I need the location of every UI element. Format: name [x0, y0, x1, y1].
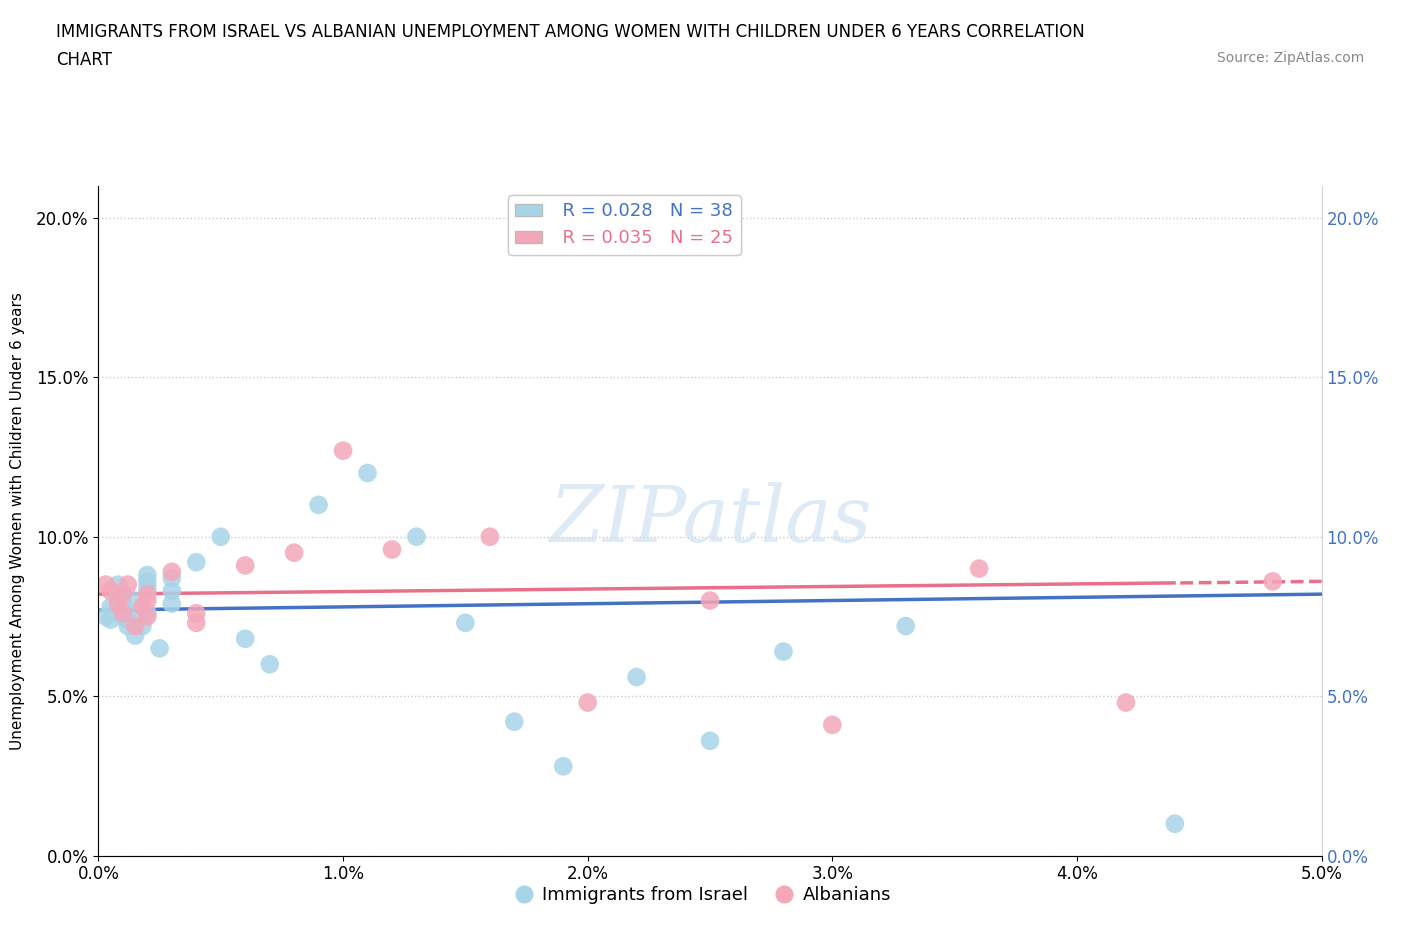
Point — [186, 616, 208, 631]
Point — [136, 574, 159, 589]
Y-axis label: Unemployment Among Women with Children Under 6 years: Unemployment Among Women with Children U… — [10, 292, 25, 750]
Text: CHART: CHART — [56, 51, 112, 69]
Point — [117, 618, 139, 633]
Point — [131, 618, 153, 633]
Point — [136, 580, 159, 595]
Point — [233, 631, 256, 646]
Point — [1261, 574, 1284, 589]
Text: IMMIGRANTS FROM ISRAEL VS ALBANIAN UNEMPLOYMENT AMONG WOMEN WITH CHILDREN UNDER : IMMIGRANTS FROM ISRAEL VS ALBANIAN UNEMP… — [56, 23, 1085, 41]
Point — [94, 578, 117, 592]
Point — [160, 565, 183, 579]
Text: Source: ZipAtlas.com: Source: ZipAtlas.com — [1216, 51, 1364, 65]
Point — [160, 571, 183, 586]
Point — [136, 609, 159, 624]
Point — [100, 583, 122, 598]
Point — [111, 609, 134, 624]
Point — [107, 596, 129, 611]
Point — [136, 605, 159, 620]
Point — [107, 587, 129, 602]
Point — [111, 587, 134, 602]
Point — [576, 695, 599, 710]
Point — [100, 612, 122, 627]
Legend:   R = 0.028   N = 38,   R = 0.035   N = 25: R = 0.028 N = 38, R = 0.035 N = 25 — [508, 195, 741, 255]
Point — [124, 609, 146, 624]
Point — [209, 529, 232, 544]
Point — [124, 593, 146, 608]
Point — [356, 466, 378, 481]
Point — [111, 605, 134, 620]
Point — [160, 583, 183, 598]
Point — [772, 644, 794, 659]
Point — [136, 567, 159, 582]
Point — [186, 605, 208, 620]
Point — [967, 561, 990, 576]
Point — [124, 618, 146, 633]
Legend: Immigrants from Israel, Albanians: Immigrants from Israel, Albanians — [508, 879, 898, 911]
Point — [94, 609, 117, 624]
Point — [111, 605, 134, 620]
Point — [136, 587, 159, 602]
Point — [381, 542, 404, 557]
Point — [283, 545, 305, 560]
Point — [124, 628, 146, 643]
Point — [478, 529, 501, 544]
Text: ZIPatlas: ZIPatlas — [548, 483, 872, 559]
Point — [894, 618, 917, 633]
Point — [117, 612, 139, 627]
Point — [626, 670, 648, 684]
Point — [149, 641, 172, 656]
Point — [259, 657, 281, 671]
Point — [136, 593, 159, 608]
Point — [131, 600, 153, 615]
Point — [405, 529, 427, 544]
Point — [699, 734, 721, 749]
Point — [233, 558, 256, 573]
Point — [308, 498, 330, 512]
Point — [186, 555, 208, 570]
Point — [100, 600, 122, 615]
Point — [332, 444, 354, 458]
Point — [160, 596, 183, 611]
Point — [821, 717, 844, 732]
Point — [111, 587, 134, 602]
Point — [1164, 817, 1187, 831]
Point — [1115, 695, 1137, 710]
Point — [117, 578, 139, 592]
Point — [454, 616, 477, 631]
Point — [553, 759, 575, 774]
Point — [699, 593, 721, 608]
Point — [107, 578, 129, 592]
Point — [503, 714, 526, 729]
Point — [111, 596, 134, 611]
